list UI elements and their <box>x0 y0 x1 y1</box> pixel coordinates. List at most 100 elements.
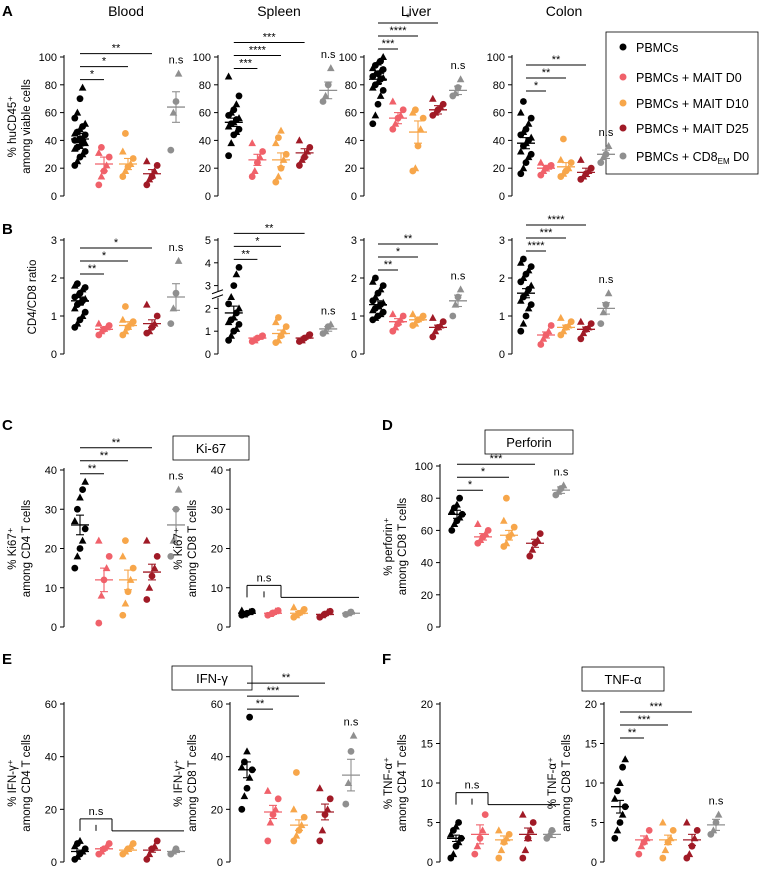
y-axis-label: among CD8 T cells <box>561 734 573 832</box>
y-tick-label: 60 <box>199 108 211 120</box>
data-point <box>371 293 380 300</box>
y-axis-label: among viable cells <box>21 79 33 174</box>
data-point <box>517 108 525 116</box>
data-point <box>369 120 377 128</box>
ki67-title-box: Ki-67 <box>172 435 250 461</box>
data-point <box>235 304 243 312</box>
y-tick-label: 80 <box>493 80 505 92</box>
data-point <box>522 125 530 133</box>
legend-item-mait-d25: PBMCs + MAIT D25 <box>619 122 749 136</box>
data-point <box>527 150 535 158</box>
y-tick-label: 20 <box>45 544 57 556</box>
chart-title: Colon <box>546 3 583 19</box>
data-point <box>145 850 154 858</box>
y-tick-label: 2 <box>499 273 505 285</box>
data-point <box>78 83 87 91</box>
data-point <box>537 341 545 348</box>
data-point <box>78 312 87 319</box>
data-point <box>230 106 238 114</box>
data-point <box>450 519 459 527</box>
data-point <box>416 125 425 133</box>
data-point <box>522 312 530 320</box>
data-point <box>279 327 288 335</box>
data-point <box>71 564 79 572</box>
panel-label-a: A <box>2 3 13 20</box>
sig-stars: *** <box>650 701 664 713</box>
y-tick-label: 0 <box>499 349 505 361</box>
chart-title: Spleen <box>257 3 301 19</box>
data-point <box>274 336 283 344</box>
data-point <box>81 148 89 155</box>
data-point <box>579 329 588 337</box>
data-point <box>577 317 585 325</box>
data-point <box>243 784 251 792</box>
sig-stars: ** <box>100 450 109 462</box>
data-point <box>119 611 127 619</box>
y-tick-label: 5 <box>205 235 211 247</box>
y-tick-label: 40 <box>45 752 57 764</box>
data-point <box>517 170 525 178</box>
data-point <box>451 300 460 308</box>
y-tick-label: 20 <box>199 163 211 175</box>
y-tick-label: 1 <box>51 311 57 323</box>
data-point <box>122 303 129 310</box>
y-tick-label: 0 <box>205 191 211 203</box>
y-tick-label: 20 <box>211 804 223 816</box>
data-point <box>527 281 535 289</box>
data-point <box>559 169 568 177</box>
data-point <box>519 128 528 136</box>
data-point <box>73 552 82 560</box>
y-tick-label: 40 <box>45 465 57 477</box>
data-point <box>119 315 127 323</box>
data-point <box>295 136 304 144</box>
data-point <box>409 108 417 116</box>
data-point <box>449 312 457 320</box>
data-point <box>235 114 243 122</box>
ifng-title-box: IFN-γ <box>171 665 253 691</box>
data-point <box>517 147 525 155</box>
data-point <box>374 100 382 108</box>
sig-stars: ** <box>552 54 561 66</box>
y-tick-label: 15 <box>421 739 433 751</box>
data-point <box>564 164 573 172</box>
chart-A-blood: Blood 0 20 40 60 80 100 % huCD45⁺ among viable c… <box>7 3 185 203</box>
data-point <box>527 133 535 141</box>
data-point <box>637 842 646 850</box>
data-point <box>597 159 605 167</box>
data-point <box>659 818 667 826</box>
data-point <box>396 315 405 323</box>
data-point <box>484 527 492 534</box>
y-tick-label: 0 <box>217 857 223 869</box>
y-tick-label: 2 <box>351 273 357 285</box>
ns-label: n.s <box>599 127 614 139</box>
data-point <box>298 155 306 163</box>
data-point <box>527 114 535 122</box>
sig-stars: * <box>396 246 401 258</box>
y-tick-label: 100 <box>339 52 357 64</box>
panel-label-d: D <box>382 417 393 434</box>
data-point <box>526 826 535 834</box>
axis-break-mark <box>211 289 224 295</box>
data-point <box>251 166 259 174</box>
y-tick-label: 10 <box>585 778 597 790</box>
data-point <box>290 805 298 813</box>
y-tick-label: 1 <box>499 311 505 323</box>
y-tick-label: 3 <box>499 235 505 247</box>
y-tick-label: 3 <box>205 281 211 293</box>
data-point <box>478 826 487 834</box>
data-point <box>71 517 79 525</box>
y-axis-label: % perforin⁺ <box>383 517 395 575</box>
y-tick-label: 0 <box>51 191 57 203</box>
ns-label: n.s <box>451 270 466 282</box>
data-point <box>81 119 89 127</box>
data-point <box>81 525 89 533</box>
legend-frame <box>605 31 759 175</box>
y-axis-label: among CD8 T cells <box>187 734 199 832</box>
data-point <box>71 304 79 312</box>
data-point <box>121 599 130 607</box>
y-tick-label: 1 <box>351 311 357 323</box>
y-tick-label: 80 <box>45 80 57 92</box>
